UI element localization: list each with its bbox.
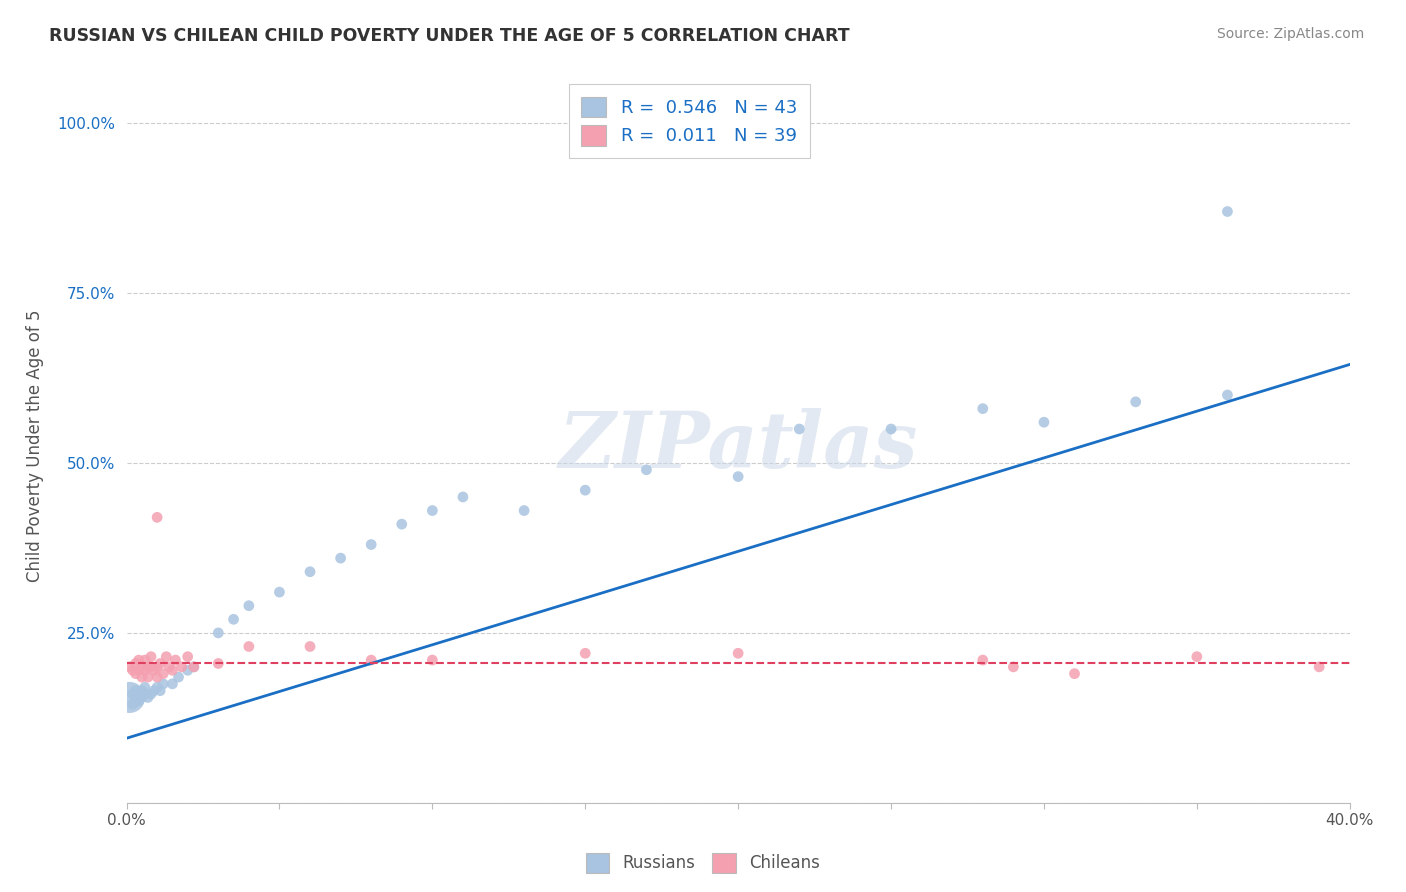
Point bbox=[118, 690, 141, 705]
Point bbox=[146, 680, 169, 694]
Point bbox=[238, 599, 260, 613]
Point bbox=[513, 503, 536, 517]
Point bbox=[125, 683, 148, 698]
Point bbox=[177, 663, 200, 677]
Point bbox=[329, 551, 352, 566]
Point bbox=[1033, 415, 1056, 429]
Point bbox=[299, 565, 322, 579]
Point bbox=[422, 503, 444, 517]
Point bbox=[152, 677, 174, 691]
Point bbox=[1216, 388, 1239, 402]
Point bbox=[1185, 649, 1208, 664]
Text: ZIPatlas: ZIPatlas bbox=[558, 408, 918, 484]
Point bbox=[574, 483, 596, 498]
Point bbox=[269, 585, 291, 599]
Text: Source: ZipAtlas.com: Source: ZipAtlas.com bbox=[1216, 27, 1364, 41]
Point bbox=[299, 640, 322, 654]
Point bbox=[128, 694, 150, 708]
Point bbox=[134, 653, 156, 667]
Point bbox=[121, 663, 143, 677]
Point bbox=[727, 646, 749, 660]
Point bbox=[170, 660, 193, 674]
Point bbox=[183, 660, 205, 674]
Point bbox=[422, 653, 444, 667]
Point bbox=[125, 694, 148, 708]
Point bbox=[787, 422, 810, 436]
Point bbox=[131, 670, 153, 684]
Point bbox=[118, 660, 141, 674]
Point bbox=[162, 677, 184, 691]
Point bbox=[207, 626, 229, 640]
Point bbox=[157, 660, 180, 674]
Legend: Russians, Chileans: Russians, Chileans bbox=[579, 847, 827, 880]
Point bbox=[134, 663, 156, 677]
Point bbox=[125, 657, 148, 671]
Point bbox=[167, 670, 190, 684]
Point bbox=[139, 687, 162, 701]
Point bbox=[121, 698, 143, 712]
Point bbox=[727, 469, 749, 483]
Point bbox=[143, 663, 166, 677]
Point bbox=[972, 401, 994, 416]
Point bbox=[636, 463, 658, 477]
Point bbox=[1125, 394, 1147, 409]
Point bbox=[152, 666, 174, 681]
Point bbox=[139, 660, 162, 674]
Point bbox=[128, 663, 150, 677]
Point bbox=[146, 510, 169, 524]
Legend: R =  0.546   N = 43, R =  0.011   N = 39: R = 0.546 N = 43, R = 0.011 N = 39 bbox=[568, 84, 810, 158]
Point bbox=[131, 660, 153, 674]
Point bbox=[136, 690, 159, 705]
Point bbox=[125, 690, 148, 705]
Point bbox=[1216, 204, 1239, 219]
Point bbox=[880, 422, 903, 436]
Point bbox=[125, 666, 148, 681]
Y-axis label: Child Poverty Under the Age of 5: Child Poverty Under the Age of 5 bbox=[25, 310, 44, 582]
Point bbox=[207, 657, 229, 671]
Point bbox=[1002, 660, 1025, 674]
Point bbox=[574, 646, 596, 660]
Point bbox=[155, 649, 177, 664]
Text: RUSSIAN VS CHILEAN CHILD POVERTY UNDER THE AGE OF 5 CORRELATION CHART: RUSSIAN VS CHILEAN CHILD POVERTY UNDER T… bbox=[49, 27, 849, 45]
Point bbox=[1063, 666, 1085, 681]
Point bbox=[143, 683, 166, 698]
Point bbox=[183, 660, 205, 674]
Point bbox=[121, 687, 143, 701]
Point bbox=[146, 660, 169, 674]
Point bbox=[360, 537, 382, 551]
Point bbox=[238, 640, 260, 654]
Point bbox=[146, 670, 169, 684]
Point bbox=[149, 657, 172, 671]
Point bbox=[391, 517, 413, 532]
Point bbox=[162, 663, 184, 677]
Point bbox=[134, 687, 156, 701]
Point bbox=[131, 683, 153, 698]
Point bbox=[177, 649, 200, 664]
Point bbox=[149, 683, 172, 698]
Point bbox=[128, 653, 150, 667]
Point bbox=[139, 649, 162, 664]
Point bbox=[360, 653, 382, 667]
Point bbox=[134, 680, 156, 694]
Point bbox=[1308, 660, 1330, 674]
Point bbox=[165, 653, 187, 667]
Point bbox=[222, 612, 245, 626]
Point bbox=[136, 670, 159, 684]
Point bbox=[136, 660, 159, 674]
Point bbox=[451, 490, 474, 504]
Point bbox=[131, 690, 153, 705]
Point bbox=[128, 687, 150, 701]
Point bbox=[972, 653, 994, 667]
